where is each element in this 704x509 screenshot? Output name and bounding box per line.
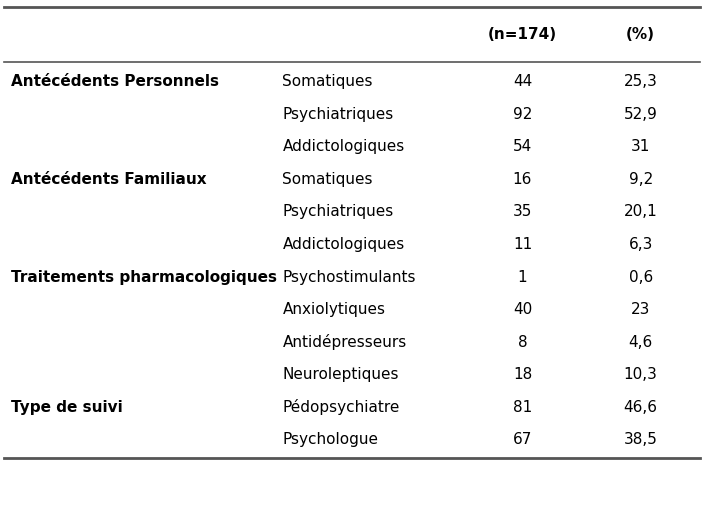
Text: Addictologiques: Addictologiques — [282, 139, 405, 154]
Text: 54: 54 — [513, 139, 532, 154]
Text: 8: 8 — [517, 334, 527, 350]
Text: 52,9: 52,9 — [624, 107, 658, 122]
Text: 1: 1 — [517, 270, 527, 285]
Text: 6,3: 6,3 — [629, 237, 653, 252]
Text: Antécédents Personnels: Antécédents Personnels — [11, 74, 219, 89]
Text: Pédopsychiatre: Pédopsychiatre — [282, 399, 400, 415]
Text: Anxiolytiques: Anxiolytiques — [282, 302, 385, 317]
Text: 4,6: 4,6 — [629, 334, 653, 350]
Text: Addictologiques: Addictologiques — [282, 237, 405, 252]
Text: 31: 31 — [631, 139, 650, 154]
Text: Psychostimulants: Psychostimulants — [282, 270, 416, 285]
Text: Psychiatriques: Psychiatriques — [282, 205, 394, 219]
Text: 25,3: 25,3 — [624, 74, 658, 89]
Text: 38,5: 38,5 — [624, 432, 658, 447]
Text: 9,2: 9,2 — [629, 172, 653, 187]
Text: 18: 18 — [513, 367, 532, 382]
Text: Type de suivi: Type de suivi — [11, 400, 123, 415]
Text: 0,6: 0,6 — [629, 270, 653, 285]
Text: Somatiques: Somatiques — [282, 172, 373, 187]
Text: 92: 92 — [513, 107, 532, 122]
Text: 67: 67 — [513, 432, 532, 447]
Text: Antécédents Familiaux: Antécédents Familiaux — [11, 172, 207, 187]
Text: 16: 16 — [513, 172, 532, 187]
Text: Somatiques: Somatiques — [282, 74, 373, 89]
Text: 81: 81 — [513, 400, 532, 415]
Text: (n=174): (n=174) — [488, 26, 557, 42]
Text: 44: 44 — [513, 74, 532, 89]
Text: Neuroleptiques: Neuroleptiques — [282, 367, 399, 382]
Text: (%): (%) — [626, 26, 655, 42]
Text: 35: 35 — [513, 205, 532, 219]
Text: 10,3: 10,3 — [624, 367, 658, 382]
Text: 46,6: 46,6 — [624, 400, 658, 415]
Text: Antidépresseurs: Antidépresseurs — [282, 334, 407, 350]
Text: 11: 11 — [513, 237, 532, 252]
Text: Psychiatriques: Psychiatriques — [282, 107, 394, 122]
Text: 40: 40 — [513, 302, 532, 317]
Text: Traitements pharmacologiques: Traitements pharmacologiques — [11, 270, 277, 285]
Text: Psychologue: Psychologue — [282, 432, 379, 447]
Text: 23: 23 — [631, 302, 650, 317]
Text: 20,1: 20,1 — [624, 205, 658, 219]
